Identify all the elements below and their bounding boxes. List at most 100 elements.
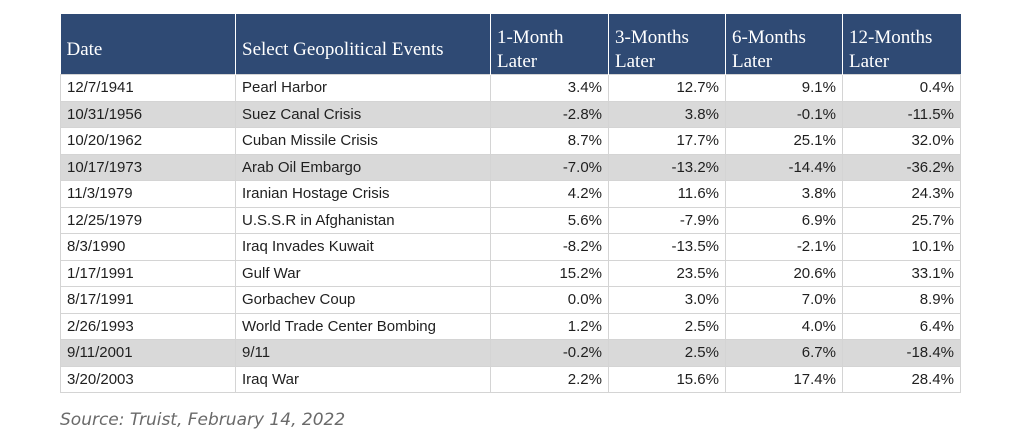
cell-6-months: 6.7% — [725, 339, 843, 366]
table-row: 10/31/1956 Suez Canal Crisis -2.8% 3.8% -0.1… — [60, 100, 961, 128]
cell-3-months: -13.2% — [608, 153, 726, 181]
header-event: Select Geopolitical Events — [235, 14, 491, 75]
cell-3-months: 3.0% — [608, 286, 726, 313]
header-6-months-line2: Later — [732, 51, 773, 72]
cell-date: 8/17/1991 — [60, 286, 236, 313]
cell-date: 10/20/1962 — [60, 127, 236, 154]
header-3-months: 3-Months Later — [608, 14, 726, 75]
geopolitical-events-table: Date Select Geopolitical Events 1-Month … — [60, 14, 961, 393]
table-body: 12/7/1941 Pearl Harbor 3.4% 12.7% 9.1% 0.4% 10… — [60, 74, 961, 393]
cell-3-months: 2.5% — [608, 312, 726, 340]
cell-date: 3/20/2003 — [60, 365, 236, 393]
cell-1-month: 1.2% — [490, 312, 609, 340]
cell-12-months: 10.1% — [842, 233, 961, 260]
cell-1-month: 4.2% — [490, 180, 609, 207]
cell-date: 1/17/1991 — [60, 259, 236, 287]
cell-event: World Trade Center Bombing — [235, 312, 491, 340]
table-header: Date Select Geopolitical Events 1-Month … — [60, 14, 961, 75]
table-row: 2/26/1993 World Trade Center Bombing 1.2% 2… — [60, 312, 961, 340]
header-1-month-line2: Later — [497, 51, 538, 72]
header-6-months: 6-Months Later — [725, 14, 843, 75]
cell-event: U.S.S.R in Afghanistan — [235, 206, 491, 234]
cell-date: 10/17/1973 — [60, 153, 236, 181]
cell-3-months: 11.6% — [608, 180, 726, 207]
header-date: Date — [60, 14, 236, 75]
cell-date: 12/25/1979 — [60, 206, 236, 234]
cell-event: Iraq Invades Kuwait — [235, 233, 491, 260]
geopolitical-events-table-container: Date Select Geopolitical Events 1-Month … — [60, 14, 961, 393]
cell-1-month: -0.2% — [490, 339, 609, 366]
source-note: Source: Truist, February 14, 2022 — [60, 410, 346, 430]
cell-12-months: 25.7% — [842, 206, 961, 234]
cell-1-month: 8.7% — [490, 127, 609, 154]
cell-1-month: 5.6% — [490, 206, 609, 234]
cell-date: 12/7/1941 — [60, 74, 236, 101]
cell-event: Gulf War — [235, 259, 491, 287]
cell-3-months: 12.7% — [608, 74, 726, 101]
cell-3-months: 23.5% — [608, 259, 726, 287]
table-row: 12/25/1979 U.S.S.R in Afghanistan 5.6% -7.9… — [60, 206, 961, 234]
cell-event: Gorbachev Coup — [235, 286, 491, 313]
cell-12-months: 28.4% — [842, 365, 961, 393]
cell-event: Arab Oil Embargo — [235, 153, 491, 181]
header-3-months-line1: 3-Months — [615, 27, 689, 48]
cell-date: 11/3/1979 — [60, 180, 236, 207]
table-row: 10/20/1962 Cuban Missile Crisis 8.7% 17.7% 2… — [60, 127, 961, 154]
header-12-months-line2: Later — [849, 51, 890, 72]
header-1-month-line1: 1-Month — [497, 27, 564, 48]
cell-12-months: -36.2% — [842, 153, 961, 181]
cell-date: 10/31/1956 — [60, 100, 236, 128]
cell-1-month: -2.8% — [490, 100, 609, 128]
cell-event: Iranian Hostage Crisis — [235, 180, 491, 207]
cell-12-months: 0.4% — [842, 74, 961, 101]
cell-6-months: 4.0% — [725, 312, 843, 340]
cell-12-months: 33.1% — [842, 259, 961, 287]
cell-12-months: 6.4% — [842, 312, 961, 340]
table-row: 1/17/1991 Gulf War 15.2% 23.5% 20.6% 33.1% — [60, 259, 961, 287]
cell-12-months: 24.3% — [842, 180, 961, 207]
cell-1-month: -7.0% — [490, 153, 609, 181]
cell-event: Pearl Harbor — [235, 74, 491, 101]
cell-6-months: -14.4% — [725, 153, 843, 181]
cell-event: Suez Canal Crisis — [235, 100, 491, 128]
header-12-months-line1: 12-Months — [849, 27, 933, 48]
header-date-label: Date — [66, 39, 103, 60]
cell-3-months: 17.7% — [608, 127, 726, 154]
cell-12-months: 32.0% — [842, 127, 961, 154]
cell-6-months: 3.8% — [725, 180, 843, 207]
header-3-months-line2: Later — [615, 51, 656, 72]
cell-1-month: 2.2% — [490, 365, 609, 393]
header-row: Date Select Geopolitical Events 1-Month … — [60, 14, 961, 75]
cell-1-month: 3.4% — [490, 74, 609, 101]
cell-12-months: 8.9% — [842, 286, 961, 313]
cell-3-months: -13.5% — [608, 233, 726, 260]
cell-3-months: 2.5% — [608, 339, 726, 366]
cell-1-month: 15.2% — [490, 259, 609, 287]
table-row: 12/7/1941 Pearl Harbor 3.4% 12.7% 9.1% 0.4% — [60, 74, 961, 101]
cell-1-month: 0.0% — [490, 286, 609, 313]
cell-6-months: 17.4% — [725, 365, 843, 393]
cell-event: Iraq War — [235, 365, 491, 393]
cell-3-months: -7.9% — [608, 206, 726, 234]
header-6-months-line1: 6-Months — [732, 27, 806, 48]
cell-event: 9/11 — [235, 339, 491, 366]
table-row: 11/3/1979 Iranian Hostage Crisis 4.2% 11.6%… — [60, 180, 961, 207]
cell-6-months: -2.1% — [725, 233, 843, 260]
header-event-label: Select Geopolitical Events — [242, 39, 444, 60]
cell-6-months: 6.9% — [725, 206, 843, 234]
header-1-month: 1-Month Later — [490, 14, 609, 75]
cell-date: 9/11/2001 — [60, 339, 236, 366]
cell-event: Cuban Missile Crisis — [235, 127, 491, 154]
table-row: 10/17/1973 Arab Oil Embargo -7.0% -13.2% -14… — [60, 153, 961, 181]
cell-3-months: 15.6% — [608, 365, 726, 393]
table-row: 8/3/1990 Iraq Invades Kuwait -8.2% -13.5% -2… — [60, 233, 961, 260]
table-row: 8/17/1991 Gorbachev Coup 0.0% 3.0% 7.0% 8.9% — [60, 286, 961, 313]
cell-6-months: 9.1% — [725, 74, 843, 101]
cell-6-months: 20.6% — [725, 259, 843, 287]
table-row: 9/11/2001 9/11 -0.2% 2.5% 6.7% -18.4% — [60, 339, 961, 366]
cell-3-months: 3.8% — [608, 100, 726, 128]
cell-date: 2/26/1993 — [60, 312, 236, 340]
cell-12-months: -11.5% — [842, 100, 961, 128]
cell-date: 8/3/1990 — [60, 233, 236, 260]
table-row: 3/20/2003 Iraq War 2.2% 15.6% 17.4% 28.4% — [60, 365, 961, 393]
